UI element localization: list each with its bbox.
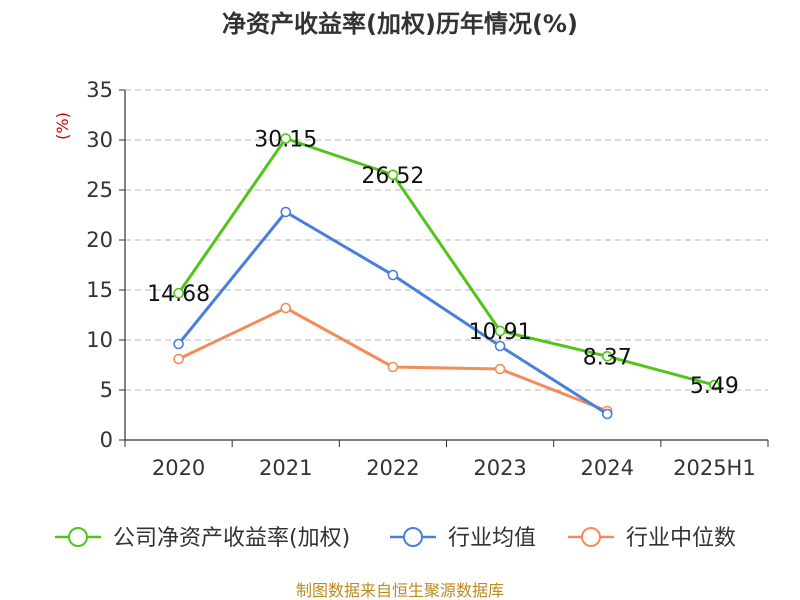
data-point xyxy=(387,269,399,281)
legend-label: 行业均值 xyxy=(448,526,536,551)
data-point xyxy=(387,361,399,373)
legend-swatch-marker xyxy=(403,527,423,547)
y-tick-label: 15 xyxy=(86,278,113,302)
legend-label: 行业中位数 xyxy=(626,526,736,551)
data-point xyxy=(173,353,184,365)
x-tick-label: 2020 xyxy=(152,456,205,480)
x-tick-label: 2021 xyxy=(259,456,312,480)
y-tick-label: 25 xyxy=(86,178,113,202)
y-tick-label: 0 xyxy=(100,428,113,452)
data-labels: 14.68 30.15 26.52 10.91 8.37 5.49 xyxy=(147,128,739,400)
data-point xyxy=(387,169,399,181)
legend-swatch-marker xyxy=(581,527,601,547)
data-point xyxy=(173,338,184,350)
x-tick-label: 2024 xyxy=(581,456,634,480)
x-tick-label: 2025H1 xyxy=(673,456,756,480)
data-point xyxy=(494,363,506,375)
data-point xyxy=(280,206,292,218)
legend-swatch-marker xyxy=(68,527,88,547)
x-tick-label: 2022 xyxy=(366,456,419,480)
data-point xyxy=(173,287,184,299)
data-point xyxy=(709,379,720,391)
y-tick-label: 20 xyxy=(86,228,113,252)
data-point xyxy=(601,350,613,362)
x-tick-label: 2023 xyxy=(473,456,526,480)
legend-label: 公司净资产收益率(加权) xyxy=(113,526,350,551)
series-line xyxy=(177,137,715,387)
data-label: 14.68 xyxy=(147,282,210,307)
grid-lines xyxy=(125,89,768,391)
legend: 公司净资产收益率(加权) 行业均值 行业中位数 xyxy=(55,526,736,551)
data-point xyxy=(280,302,292,314)
y-tick-label: 5 xyxy=(100,378,113,402)
data-label: 30.15 xyxy=(254,128,317,153)
data-point xyxy=(494,340,506,352)
series-lines xyxy=(173,133,720,420)
y-tick-label: 10 xyxy=(86,328,113,352)
axes: 0 5 10 15 20 25 30 35 2020 2021 2022 2023 2024 2025H1 xyxy=(86,78,769,480)
data-point xyxy=(601,408,613,420)
y-axis-unit: (%) xyxy=(53,112,72,140)
data-label: 10.91 xyxy=(469,320,532,345)
y-tick-label: 35 xyxy=(86,78,113,102)
data-label: 26.52 xyxy=(361,164,424,189)
y-tick-label: 30 xyxy=(86,128,113,152)
data-point xyxy=(280,133,292,144)
data-label: 5.49 xyxy=(690,374,739,399)
data-label: 8.37 xyxy=(583,345,632,370)
series-line xyxy=(177,306,608,413)
chart-title: 净资产收益率(加权)历年情况(%) xyxy=(222,10,578,38)
series-line xyxy=(177,210,609,416)
source-note: 制图数据来自恒生聚源数据库 xyxy=(296,581,504,600)
data-point xyxy=(494,325,506,337)
